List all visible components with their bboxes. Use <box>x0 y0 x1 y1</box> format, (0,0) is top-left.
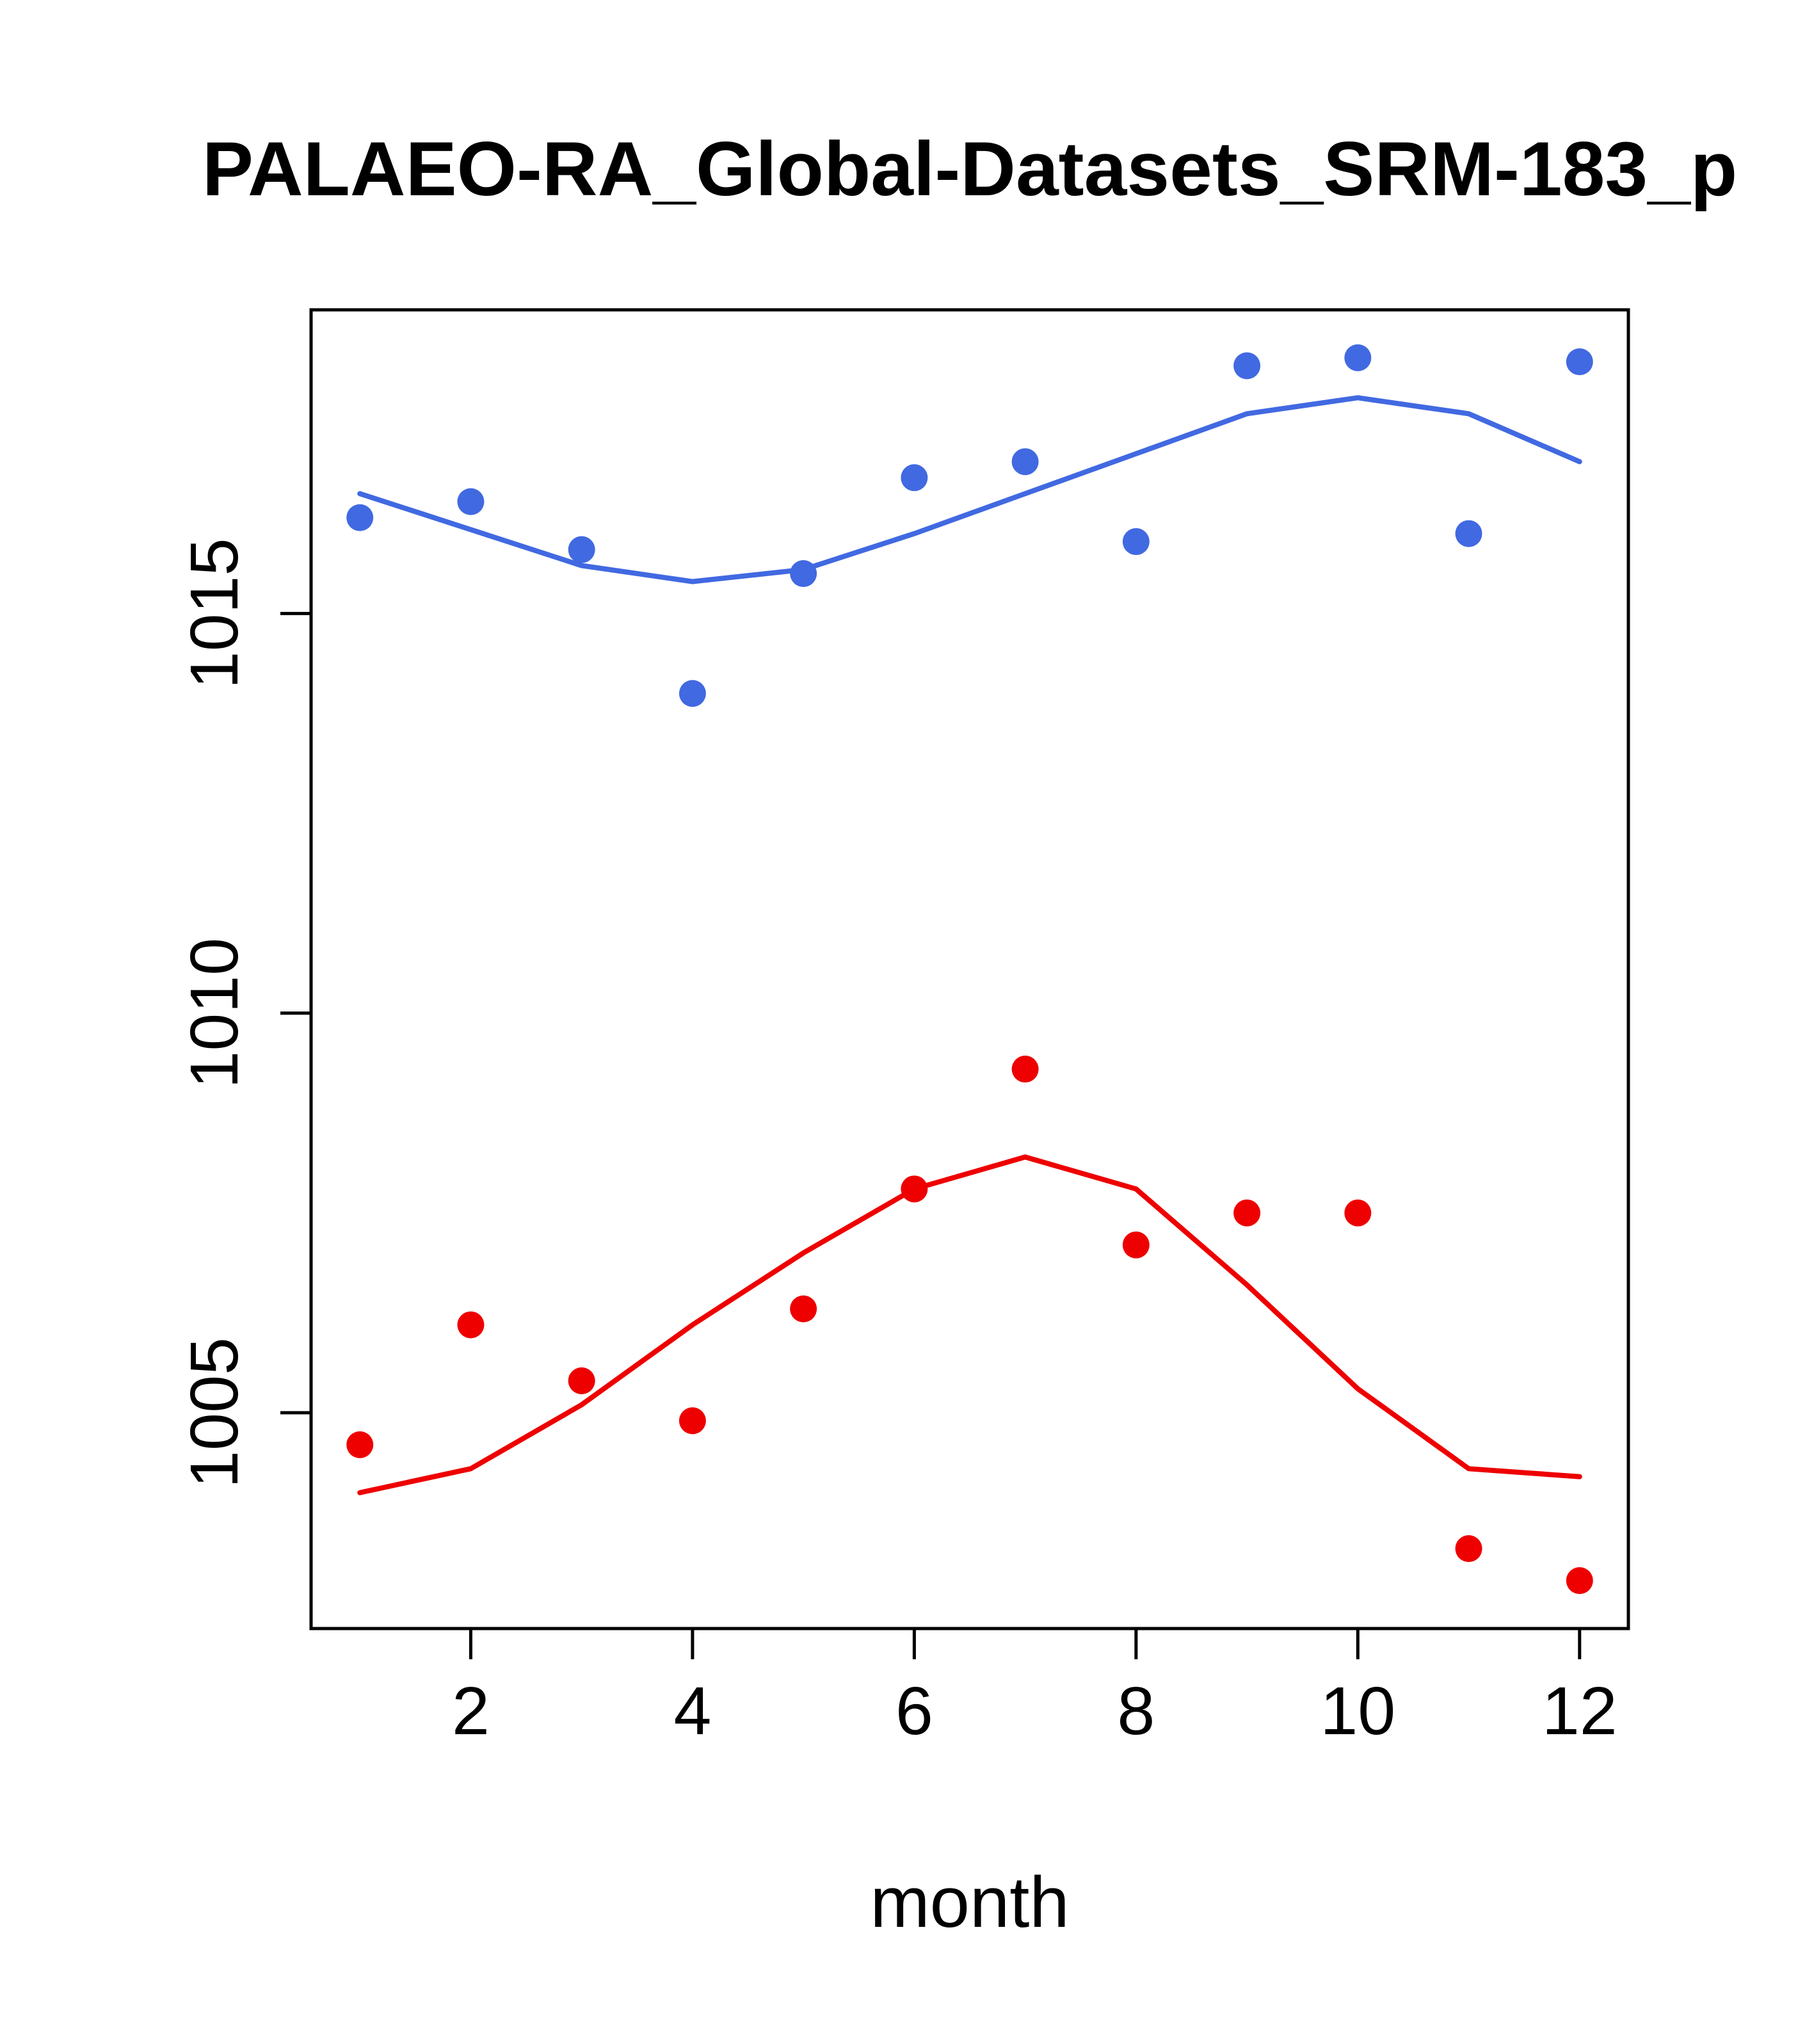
data-point <box>790 1295 817 1323</box>
data-point <box>1011 448 1039 476</box>
chart-title: PALAEO-RA_Global-Datasets_SRM-183_p <box>202 126 1737 212</box>
x-tick-label: 10 <box>1320 1673 1395 1749</box>
data-point <box>1566 348 1593 376</box>
data-point <box>568 1367 595 1394</box>
data-point <box>1455 520 1482 547</box>
x-tick-label: 6 <box>895 1673 933 1749</box>
plot-area: 2 4 6 8 10 12 1005 1010 1015 <box>177 308 1630 1749</box>
x-tick-label: 8 <box>1117 1673 1155 1749</box>
data-point <box>1233 352 1261 380</box>
y-axis: 1005 1010 1015 <box>177 538 311 1488</box>
data-point <box>1344 344 1372 371</box>
plot-border <box>309 308 1630 1630</box>
data-point <box>457 488 485 515</box>
data-point <box>457 1311 485 1339</box>
x-axis: 2 4 6 8 10 12 <box>452 1629 1617 1749</box>
data-point <box>1122 528 1150 556</box>
x-tick-label: 4 <box>673 1673 711 1749</box>
x-tick-label: 2 <box>452 1673 490 1749</box>
y-tick-label: 1005 <box>177 1337 252 1488</box>
y-tick-label: 1015 <box>177 538 252 689</box>
series-1-smooth-line <box>357 395 1582 584</box>
series-1-smooth-line-path <box>357 395 1582 584</box>
series-2-points <box>346 1056 1593 1595</box>
data-point <box>678 680 706 707</box>
data-point <box>1566 1567 1593 1595</box>
data-point <box>1011 1056 1039 1083</box>
data-point <box>901 464 928 492</box>
data-point <box>678 1407 706 1435</box>
y-tick-label: 1010 <box>177 938 252 1089</box>
x-tick-label: 12 <box>1542 1673 1617 1749</box>
data-point <box>1122 1231 1150 1259</box>
data-point <box>346 504 374 531</box>
series-1-points <box>346 344 1593 707</box>
data-point <box>1344 1199 1372 1227</box>
data-point <box>1233 1199 1261 1227</box>
data-point <box>346 1431 374 1458</box>
series-2-smooth-line <box>357 1154 1582 1495</box>
series-2-smooth-line-path <box>357 1154 1582 1495</box>
data-point <box>568 536 595 563</box>
x-axis-label: month <box>870 1862 1069 1942</box>
data-point <box>1455 1535 1482 1563</box>
